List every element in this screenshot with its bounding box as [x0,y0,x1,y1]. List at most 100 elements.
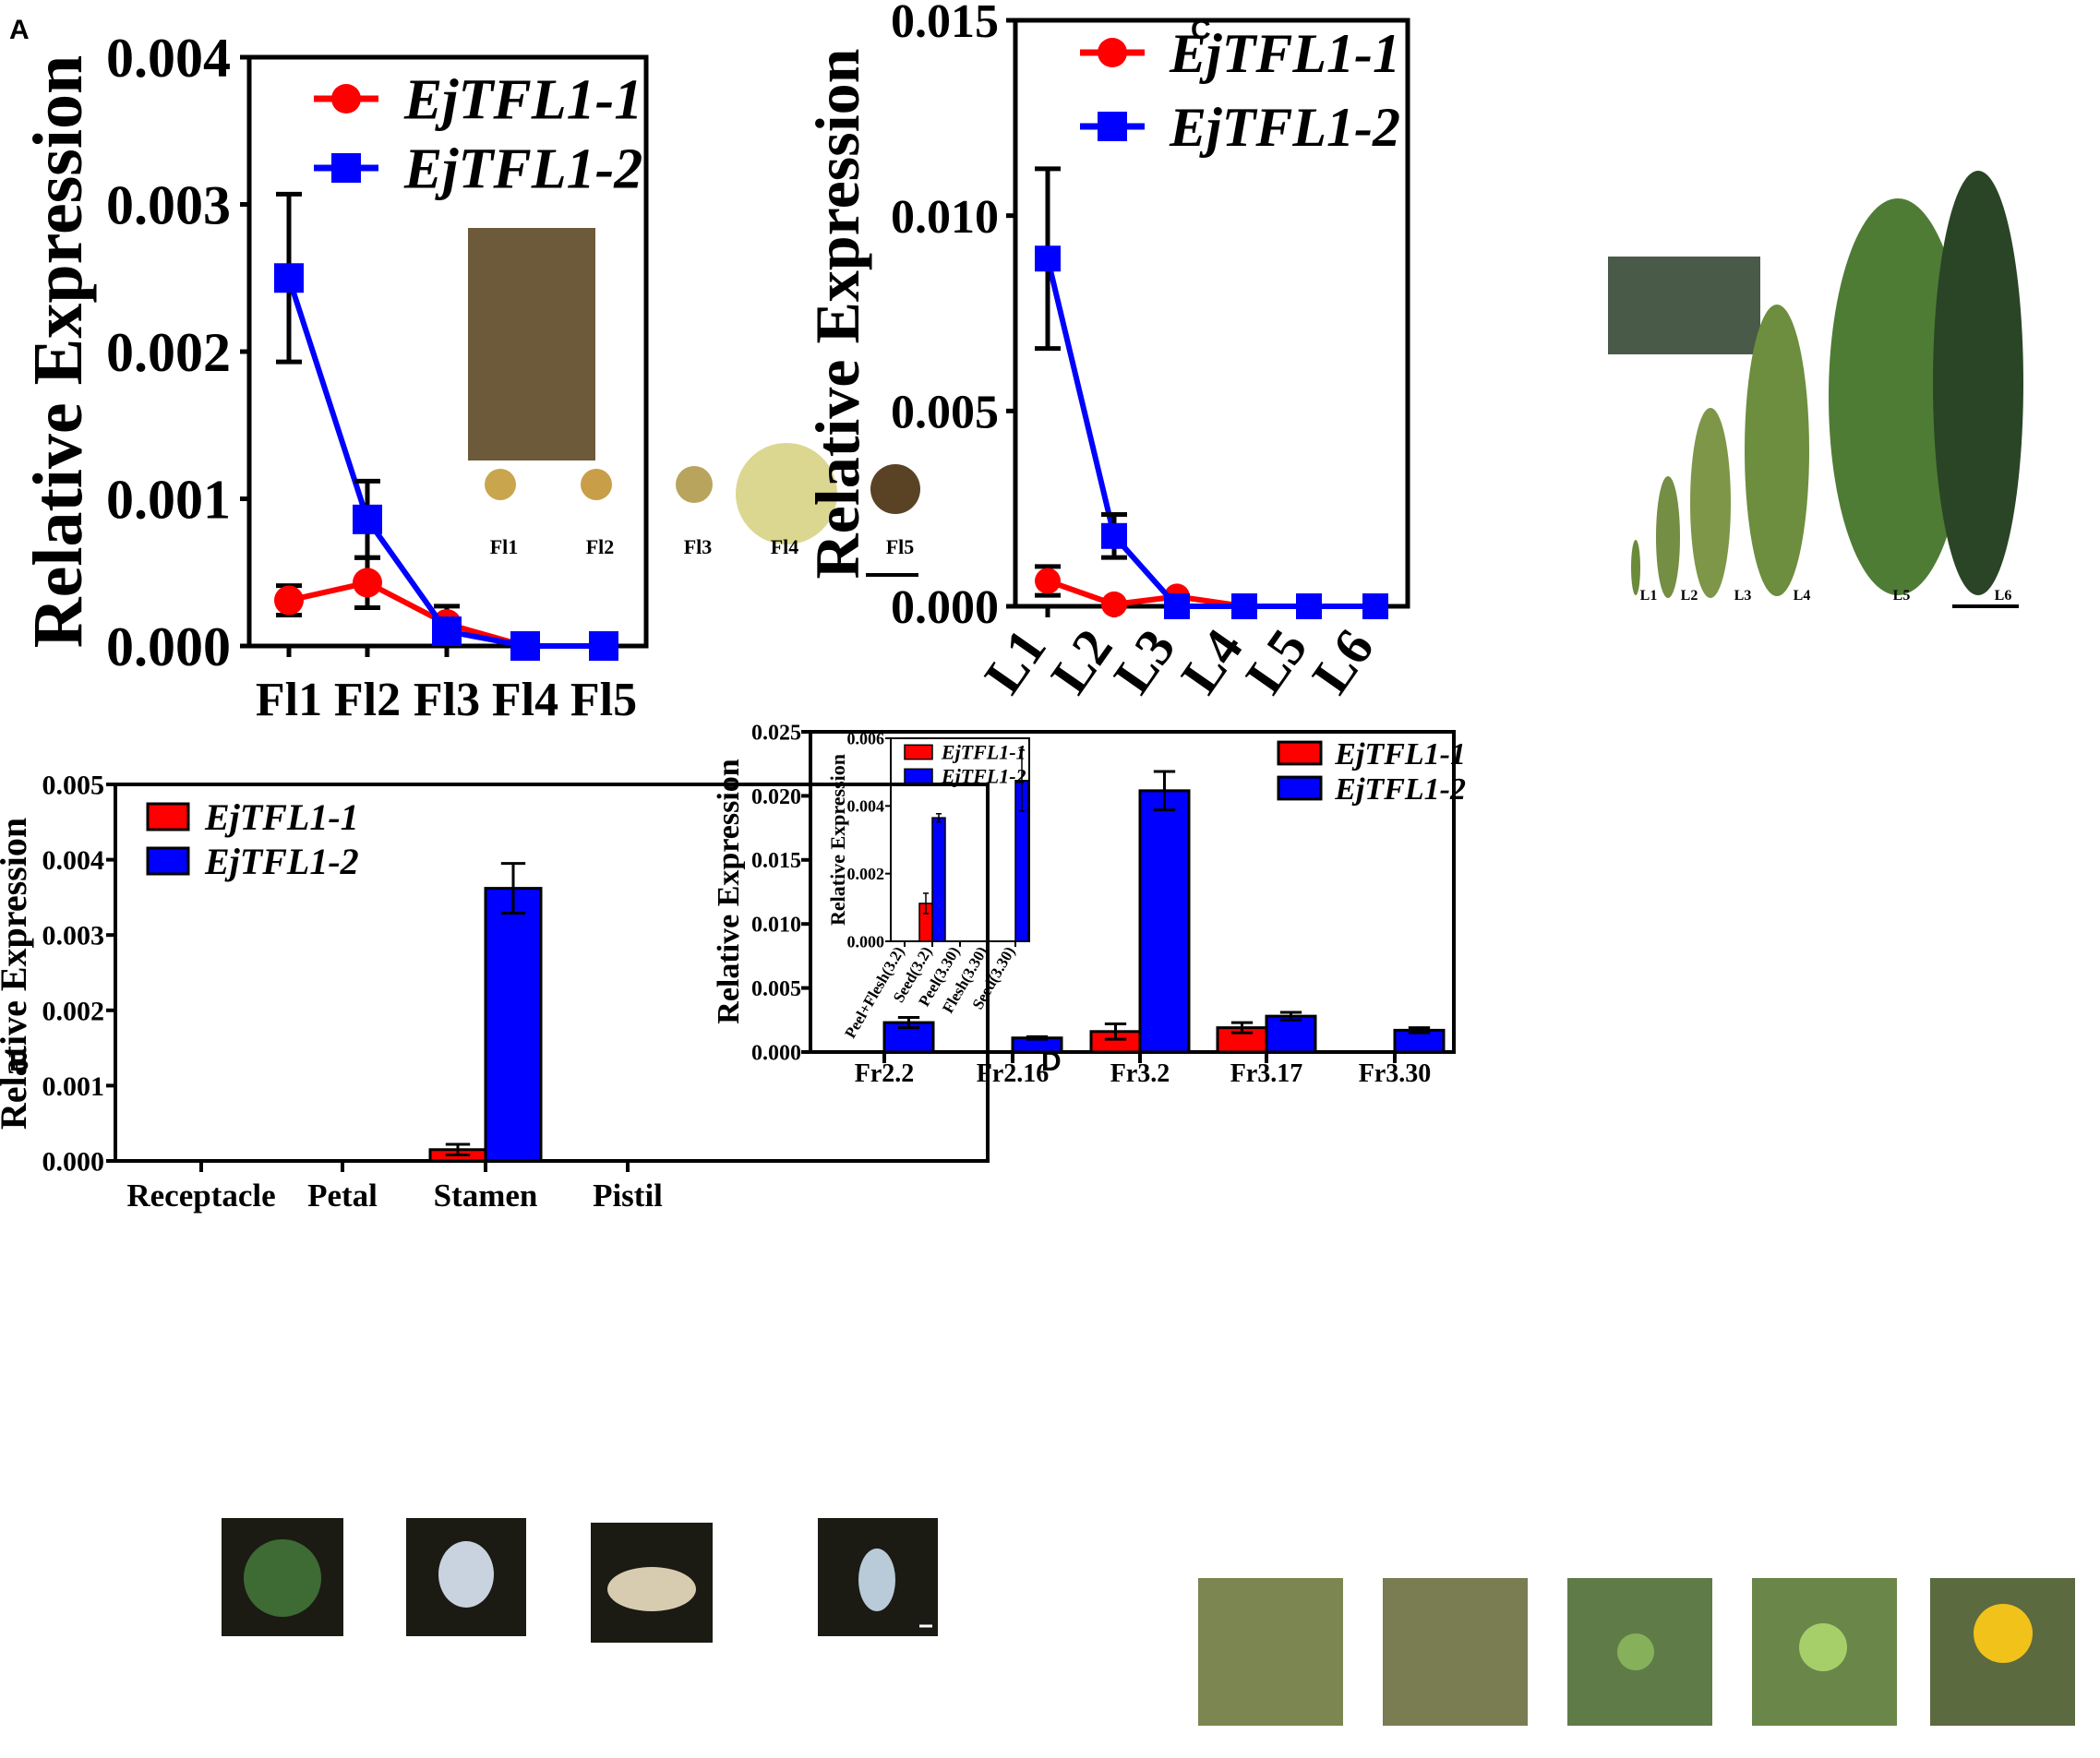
panel-a-y-tick-label: 0.003 [106,175,231,236]
panel-d-photo-fr3-2-fruit [1617,1633,1654,1670]
panel-c-photo-label-l1: L1 [1640,588,1658,604]
panel-b-x-tick-label: Receptacle [126,1178,275,1214]
panel-d-x-tick-label: Fr3.2 [1110,1059,1170,1088]
panel-c-y-tick-label: 0.005 [891,387,999,439]
panel-d-y-tick-label: 0.005 [751,977,801,1001]
panel-d-y-tick-label: 0.000 [751,1041,801,1065]
panel-c-leaf-l3 [1690,408,1731,598]
panel-a-photo-label-fl2: Fl2 [586,535,615,558]
panel-b-receptacle-photo-detail [244,1539,321,1617]
panel-a-point [274,263,304,293]
panel-letter-d: D [1041,1046,1062,1077]
panel-c-legend-label: EjTFL1-1 [1169,23,1400,84]
panel-a-photo-fl5 [870,464,920,514]
panel-c-chart: 0.000 0.005 0.010 0.015 Relative Expression L… [802,0,1410,704]
panel-c-leaf-l5 [1829,198,1967,595]
panel-d-inset-y-tick-label: 0.002 [847,865,885,883]
panel-a-point [353,504,382,534]
panel-b-y-tick-label: 0.001 [42,1071,105,1102]
panel-d-y-axis-label: Relative Expression [712,759,746,1024]
panel-a-y-tick-label: 0.002 [106,322,231,383]
panel-c-point [1035,245,1061,272]
panel-a-legend-label: EjTFL1-1 [403,69,642,132]
panel-b-legend-swatch [146,802,190,831]
panel-a-photo-label-fl1: Fl1 [490,535,519,558]
panel-c-leaf-l6 [1933,171,2023,595]
panel-a-point [353,568,382,598]
panel-a-photo-fl3 [676,466,713,503]
panel-c-point [1164,593,1190,619]
panel-c-shoot-photo [1608,257,1760,354]
panel-c-series-line [1045,257,1375,609]
panel-d-inset-y-tick-label: 0.000 [847,932,885,951]
panel-a-y-axis-label: Relative Expression [19,55,97,648]
panel-b-bar [484,887,543,1163]
panel-letter-a: A [9,15,30,45]
panel-b-y-tick-label: 0.005 [42,771,105,801]
panel-b-plot-frame [114,783,990,1163]
panel-b-legend-label: EjTFL1-2 [204,841,359,882]
panel-c-legend-label: EjTFL1-2 [1169,97,1400,158]
panel-d-inset-legend-label: EjTFL1-2 [941,765,1026,788]
panel-a-point [589,631,618,661]
panel-a-photo-label-fl4: Fl4 [771,535,799,558]
panel-b-chart: 0.000 0.001 0.002 0.003 0.004 0.005 Relative E… [0,771,990,1214]
panel-c-point [1296,593,1322,619]
panel-d-y-tick-label: 0.015 [751,849,801,873]
panel-a-legend-marker [331,153,361,183]
panel-d-x-tick-label: Fr3.17 [1230,1059,1303,1088]
panel-d-photo-fr3-30-fruit [1974,1604,2033,1663]
panel-c-point [1231,593,1257,619]
panel-a-y-tick-label: 0.004 [106,28,231,89]
panel-d-inset-legend-label: EjTFL1-1 [941,741,1026,764]
panel-c-leaf-l1 [1631,540,1640,595]
panel-d-inset-y-tick-label: 0.004 [847,797,885,816]
panel-b-y-tick-label: 0.000 [42,1147,105,1178]
panel-a-point [432,616,462,647]
panel-d-x-tick-label: Fr3.30 [1359,1059,1432,1088]
panel-a-x-tick-label: Fl2 [334,674,401,726]
panel-c-point [1101,522,1127,549]
panel-d-photos [1198,1578,2075,1726]
panel-c-y-tick-label: 0.000 [891,581,999,634]
panel-a-x-tick-label: Fl3 [414,674,480,726]
panel-d-bar [1265,1014,1317,1054]
panel-d-y-tick-label: 0.025 [751,721,801,745]
panel-d-legend-swatch [1277,775,1323,801]
panel-d-y-tick-label: 0.010 [751,914,801,938]
panel-b-y-tick-label: 0.004 [42,845,105,876]
panel-a-photo-fl2 [581,469,612,500]
panel-a-legend-marker [331,84,361,114]
panel-c-photo-label-l2: L2 [1681,588,1698,604]
panel-c-point [1362,593,1388,619]
panel-b-stamen-photo-detail [607,1567,696,1611]
panel-d-photo-fr3-17-fruit [1799,1623,1847,1671]
panel-d-inset-y-tick-label: 0.006 [847,729,885,747]
panel-b-y-axis-label: Relative Expression [0,818,34,1130]
panel-c-point [1035,568,1061,594]
panel-b-x-tick-label: Pistil [593,1178,663,1214]
panel-a-point [274,585,304,616]
panel-b-y-tick-label: 0.003 [42,921,105,951]
panel-a-photo-label-fl3: Fl3 [684,535,713,558]
panel-a-photo-fl1 [485,469,516,500]
panel-b-pistil-photo-detail [858,1549,895,1611]
panel-c-leaf-l4 [1745,305,1809,596]
panel-d-y-tick-label: 0.020 [751,785,801,809]
panel-a-legend-label: EjTFL1-2 [403,138,642,201]
panel-d-photo-fr2-16 [1383,1578,1528,1726]
panel-a-point [510,631,540,661]
panel-a-y-tick-label: 0.001 [106,470,231,531]
panel-c-legend-marker [1098,112,1127,141]
panel-c-photo-label-l5: L5 [1893,588,1911,604]
panel-c-photos: L1 L2 L3 L4 L5 L6 [1608,171,2023,608]
panel-d-photo-fr2-2 [1198,1578,1343,1726]
panel-d-legend-label: EjTFL1-2 [1334,772,1466,807]
panel-d-inset-y-axis-label: Relative Expression [826,754,849,926]
panel-d-bar [1138,789,1191,1054]
